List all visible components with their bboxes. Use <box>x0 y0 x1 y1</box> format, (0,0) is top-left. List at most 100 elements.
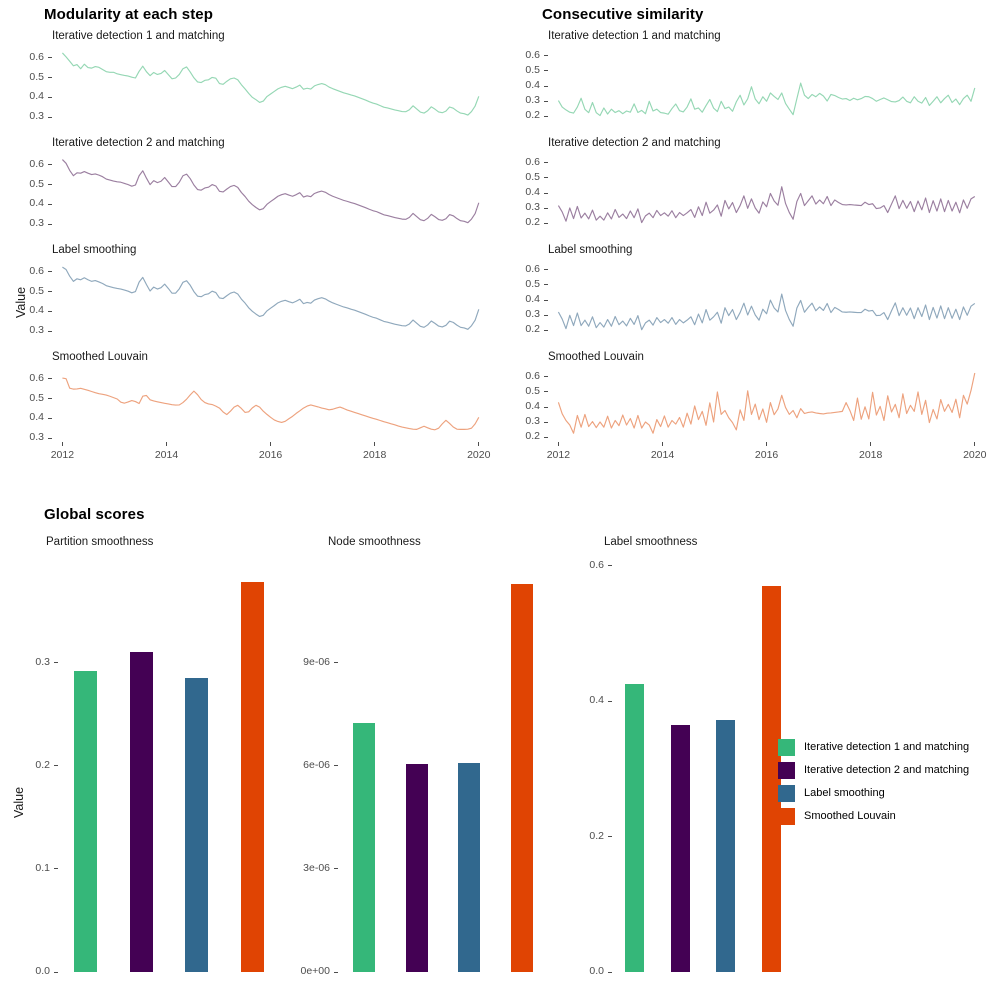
bar <box>625 684 645 972</box>
x-tick-mark <box>166 442 167 446</box>
x-tick-label: 2014 <box>154 449 179 461</box>
y-tick-mark <box>544 100 548 102</box>
x-tick-mark <box>870 442 872 446</box>
y-tick-label: 0.2 <box>525 109 540 122</box>
x-tick-mark <box>478 442 480 446</box>
series-line <box>557 293 976 331</box>
bar <box>74 671 98 972</box>
y-tick-label: 0.6 <box>525 155 540 168</box>
series-line <box>62 377 480 431</box>
global-scores-title: Global scores <box>44 506 145 523</box>
legend-label: Iterative detection 2 and matching <box>804 764 970 776</box>
series-line <box>61 159 480 224</box>
bar <box>405 764 428 972</box>
y-tick-label: 0.2 <box>525 430 540 443</box>
facet-plot-area <box>548 49 980 121</box>
y-tick-label: 0.0 <box>35 965 50 977</box>
y-tick-label: 0.4 <box>29 90 44 103</box>
facet-strip-label: Iterative detection 1 and matching <box>52 30 225 42</box>
facet-plot-area <box>52 49 484 121</box>
facet-strip-label: Label smoothing <box>548 244 633 256</box>
y-tick-label: 0.6 <box>525 48 540 61</box>
y-tick-mark <box>608 971 612 973</box>
y-tick-mark <box>48 164 52 166</box>
y-tick-label: 0.5 <box>29 391 44 404</box>
bar <box>185 678 209 972</box>
y-tick-mark <box>48 77 52 79</box>
y-tick-label: 0.6 <box>29 50 44 63</box>
y-tick-label: 0.4 <box>29 304 44 317</box>
y-tick-label: 0.4 <box>29 411 44 424</box>
series-line <box>61 52 480 116</box>
y-tick-mark <box>544 55 548 57</box>
legend-swatch <box>778 807 795 825</box>
series-line <box>62 266 480 330</box>
y-tick-label: 0.3 <box>525 201 540 214</box>
x-tick-label: 2020 <box>963 449 987 461</box>
y-tick-mark <box>544 85 548 87</box>
y-tick-label: 0.5 <box>29 70 44 83</box>
x-tick-mark <box>374 442 376 446</box>
facet-plot-area <box>548 370 980 442</box>
facet-line-svg <box>557 293 976 331</box>
y-tick-mark <box>544 207 548 209</box>
legend-swatch <box>778 784 795 802</box>
modularity-panel-group: Iterative detection 1 and matching 0.3 0.4… <box>0 26 500 476</box>
y-tick-label: 0.6 <box>589 558 604 571</box>
y-tick-mark <box>48 310 52 312</box>
y-tick-label: 0.5 <box>525 63 540 76</box>
facet-line-svg <box>557 372 976 434</box>
y-tick-mark <box>544 314 548 316</box>
y-tick-mark <box>54 765 58 767</box>
facet-line-svg <box>557 82 976 117</box>
y-axis-title: Value <box>14 286 28 318</box>
y-tick-mark <box>48 291 52 293</box>
x-tick-mark <box>270 442 272 446</box>
y-tick-label: 0.1 <box>35 861 50 874</box>
y-tick-mark <box>544 391 548 393</box>
bar <box>510 584 533 972</box>
y-tick-mark <box>544 436 548 438</box>
y-tick-mark <box>48 378 52 380</box>
y-tick-mark <box>48 437 52 439</box>
y-tick-mark <box>544 406 548 408</box>
y-tick-label: 3e-06 <box>303 861 330 874</box>
y-tick-label: 0.5 <box>29 284 44 297</box>
legend-label: Label smoothing <box>804 787 885 799</box>
series-line <box>557 186 976 224</box>
series-line <box>557 82 976 117</box>
x-tick-label: 2016 <box>258 449 283 461</box>
legend-swatch <box>778 738 795 756</box>
legend: Iterative detection 1 and matching Iterat… <box>778 738 969 830</box>
y-tick-label: 0.5 <box>525 277 540 290</box>
y-tick-mark <box>544 376 548 378</box>
y-tick-label: 0.6 <box>29 157 44 170</box>
legend-item: Smoothed Louvain <box>778 807 969 825</box>
y-tick-label: 0.6 <box>29 264 44 277</box>
y-tick-label: 0.4 <box>525 79 540 92</box>
facet-line-svg <box>61 52 480 116</box>
legend-item: Iterative detection 2 and matching <box>778 761 969 779</box>
y-tick-mark <box>48 57 52 59</box>
y-tick-mark <box>54 971 58 973</box>
y-axis-title-bottom: Value <box>12 786 26 818</box>
y-tick-label: 9e-06 <box>303 655 330 668</box>
y-tick-label: 0.4 <box>525 400 540 413</box>
y-tick-mark <box>544 269 548 271</box>
y-tick-mark <box>48 271 52 273</box>
y-tick-label: 0.4 <box>29 197 44 210</box>
legend-item: Iterative detection 1 and matching <box>778 738 969 756</box>
modularity-figure-title: Modularity at each step <box>44 6 214 23</box>
y-tick-label: 0.4 <box>525 186 540 199</box>
legend-swatch <box>778 761 795 779</box>
facet-strip-label: Iterative detection 2 and matching <box>52 137 225 149</box>
y-tick-mark <box>608 836 612 838</box>
facet-line-svg <box>557 186 976 224</box>
bar-panel-title: Node smoothness <box>328 536 421 548</box>
y-tick-mark <box>48 203 52 205</box>
y-tick-mark <box>544 192 548 194</box>
x-tick-label: 2014 <box>650 449 675 461</box>
y-tick-mark <box>544 284 548 286</box>
y-tick-label: 0.6 <box>525 369 540 382</box>
y-tick-mark <box>48 116 52 118</box>
